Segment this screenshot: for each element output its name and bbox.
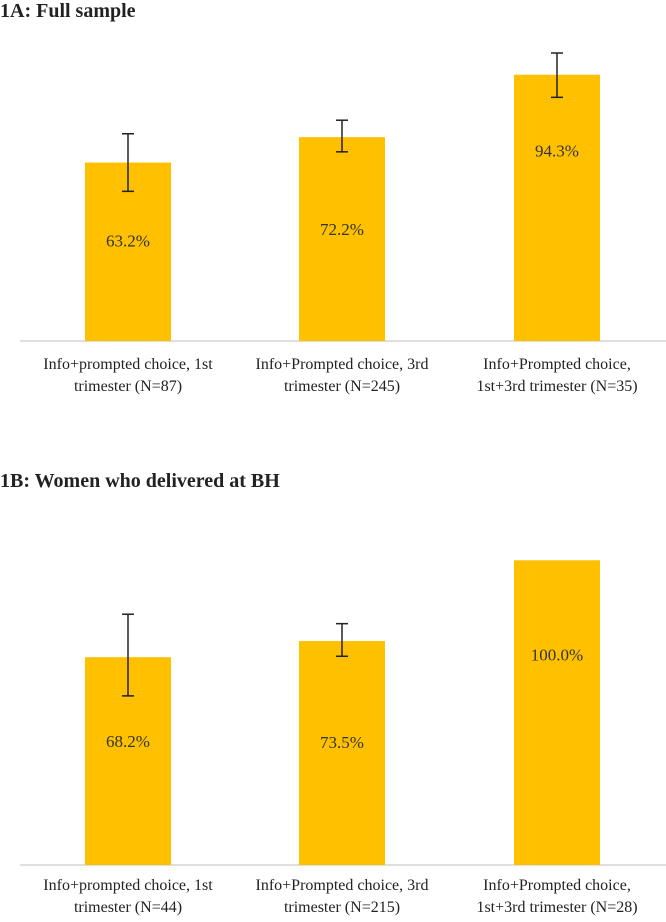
data-label-1: 63.2% xyxy=(106,232,150,251)
category-label-3-line-2: 1st+3rd trimester (N=28) xyxy=(476,899,637,916)
category-label-2-line-2: trimester (N=215) xyxy=(284,899,400,916)
category-label-3-line-1: Info+Prompted choice, xyxy=(483,356,631,373)
bar-chart-delivered-at-bh: 68.2% Info+prompted choice, 1st trimester … xyxy=(20,560,666,916)
data-label-2: 73.5% xyxy=(320,733,364,752)
category-label-1-line-1: Info+prompted choice, 1st xyxy=(43,877,213,894)
panel-full-sample: 1A: Full sample 63.2% Info+prompted choic… xyxy=(0,0,666,400)
data-label-1: 68.2% xyxy=(106,732,150,751)
bar-chart-full-sample: 63.2% Info+prompted choice, 1st trimester … xyxy=(20,52,666,395)
bar-1 xyxy=(85,162,171,341)
bar-2 xyxy=(299,641,385,865)
category-label-3-line-1: Info+Prompted choice, xyxy=(483,877,631,894)
bar-2 xyxy=(299,137,385,341)
bar-3 xyxy=(514,74,600,341)
chart-title: 1B: Women who delivered at BH xyxy=(0,470,280,492)
chart-title: 1A: Full sample xyxy=(0,0,136,22)
panel-delivered-at-bh: 1B: Women who delivered at BH 68.2% Info+… xyxy=(0,470,666,922)
data-label-3: 94.3% xyxy=(535,142,579,161)
category-label-2-line-2: trimester (N=245) xyxy=(284,378,400,395)
category-label-1-line-2: trimester (N=87) xyxy=(74,378,182,395)
data-label-2: 72.2% xyxy=(320,220,364,239)
category-label-2-line-1: Info+Prompted choice, 3rd xyxy=(256,877,429,894)
category-label-1-line-2: trimester (N=44) xyxy=(74,899,182,916)
category-label-3-line-2: 1st+3rd trimester (N=35) xyxy=(476,378,637,395)
bar-3 xyxy=(514,560,600,865)
category-label-2-line-1: Info+Prompted choice, 3rd xyxy=(256,356,429,373)
category-label-1-line-1: Info+prompted choice, 1st xyxy=(43,356,213,373)
data-label-3: 100.0% xyxy=(531,645,583,664)
